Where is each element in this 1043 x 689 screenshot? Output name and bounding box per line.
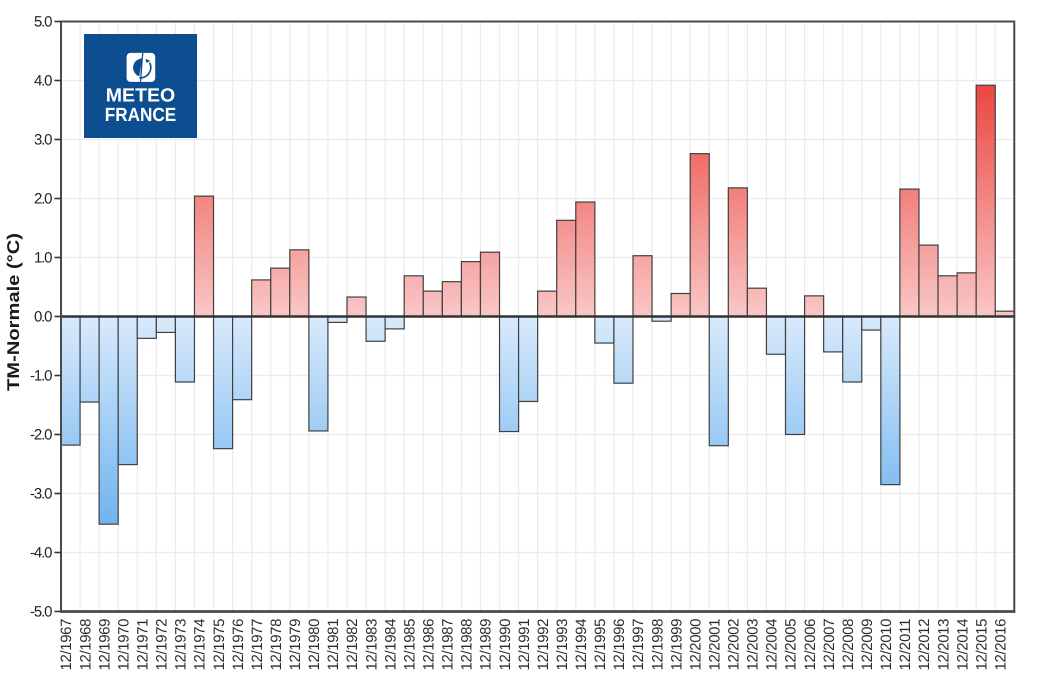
svg-text:12/1988: 12/1988 bbox=[459, 619, 476, 671]
svg-text:1.0: 1.0 bbox=[34, 250, 53, 267]
svg-text:12/1978: 12/1978 bbox=[268, 619, 285, 671]
svg-text:0.0: 0.0 bbox=[34, 309, 53, 326]
svg-text:12/1993: 12/1993 bbox=[554, 619, 571, 671]
svg-text:12/2008: 12/2008 bbox=[840, 619, 857, 671]
svg-text:12/1975: 12/1975 bbox=[211, 619, 228, 671]
svg-text:12/2015: 12/2015 bbox=[973, 619, 990, 671]
svg-text:12/1980: 12/1980 bbox=[306, 619, 323, 671]
svg-text:-4.0: -4.0 bbox=[30, 545, 53, 562]
svg-text:12/1990: 12/1990 bbox=[497, 619, 514, 671]
svg-text:2.0: 2.0 bbox=[34, 191, 53, 208]
svg-text:-1.0: -1.0 bbox=[30, 368, 53, 385]
svg-text:12/2006: 12/2006 bbox=[802, 619, 819, 671]
svg-text:12/2007: 12/2007 bbox=[821, 619, 838, 671]
svg-text:TM-Normale (°C): TM-Normale (°C) bbox=[4, 233, 23, 391]
svg-text:12/1985: 12/1985 bbox=[401, 619, 418, 671]
svg-text:12/2004: 12/2004 bbox=[764, 619, 781, 671]
svg-text:12/1986: 12/1986 bbox=[420, 619, 437, 671]
svg-text:12/2011: 12/2011 bbox=[897, 619, 914, 671]
svg-text:12/1974: 12/1974 bbox=[192, 619, 209, 671]
svg-text:12/2000: 12/2000 bbox=[687, 619, 704, 671]
svg-text:12/2013: 12/2013 bbox=[935, 619, 952, 671]
svg-text:12/1989: 12/1989 bbox=[478, 619, 495, 671]
svg-text:12/1972: 12/1972 bbox=[154, 619, 171, 671]
svg-text:12/1968: 12/1968 bbox=[77, 619, 94, 671]
svg-text:12/1977: 12/1977 bbox=[249, 619, 266, 671]
svg-text:12/1999: 12/1999 bbox=[668, 619, 685, 671]
svg-text:12/1992: 12/1992 bbox=[535, 619, 552, 671]
svg-text:FRANCE: FRANCE bbox=[105, 105, 177, 126]
svg-text:12/1967: 12/1967 bbox=[58, 619, 75, 671]
svg-text:12/1995: 12/1995 bbox=[592, 619, 609, 671]
svg-text:12/2003: 12/2003 bbox=[745, 619, 762, 671]
svg-text:12/2002: 12/2002 bbox=[726, 619, 743, 671]
svg-text:12/2014: 12/2014 bbox=[954, 619, 971, 671]
svg-text:12/2001: 12/2001 bbox=[706, 619, 723, 671]
svg-text:12/1973: 12/1973 bbox=[173, 619, 190, 671]
svg-text:12/1984: 12/1984 bbox=[382, 619, 399, 671]
svg-text:12/1970: 12/1970 bbox=[115, 619, 132, 671]
svg-text:12/1976: 12/1976 bbox=[230, 619, 247, 671]
svg-text:12/1982: 12/1982 bbox=[344, 619, 361, 671]
svg-text:12/1969: 12/1969 bbox=[96, 619, 113, 671]
svg-text:3.0: 3.0 bbox=[34, 132, 53, 149]
svg-text:12/1996: 12/1996 bbox=[611, 619, 628, 671]
svg-text:5.0: 5.0 bbox=[34, 14, 53, 31]
svg-text:12/1987: 12/1987 bbox=[440, 619, 457, 671]
svg-text:12/2010: 12/2010 bbox=[878, 619, 895, 671]
svg-text:4.0: 4.0 bbox=[34, 73, 53, 90]
svg-text:METEO: METEO bbox=[106, 86, 176, 107]
svg-text:-5.0: -5.0 bbox=[30, 604, 53, 621]
svg-text:12/1997: 12/1997 bbox=[630, 619, 647, 671]
svg-text:12/2005: 12/2005 bbox=[783, 619, 800, 671]
svg-text:12/1981: 12/1981 bbox=[325, 619, 342, 671]
svg-text:12/1991: 12/1991 bbox=[516, 619, 533, 671]
svg-text:12/1971: 12/1971 bbox=[135, 619, 152, 671]
svg-text:12/1979: 12/1979 bbox=[287, 619, 304, 671]
svg-text:12/2009: 12/2009 bbox=[859, 619, 876, 671]
svg-text:-3.0: -3.0 bbox=[30, 486, 53, 503]
svg-text:12/1983: 12/1983 bbox=[363, 619, 380, 671]
svg-text:12/1994: 12/1994 bbox=[573, 619, 590, 671]
svg-text:12/1998: 12/1998 bbox=[649, 619, 666, 671]
svg-text:12/2012: 12/2012 bbox=[916, 619, 933, 671]
svg-text:-2.0: -2.0 bbox=[30, 427, 53, 444]
svg-text:12/2016: 12/2016 bbox=[992, 619, 1009, 671]
